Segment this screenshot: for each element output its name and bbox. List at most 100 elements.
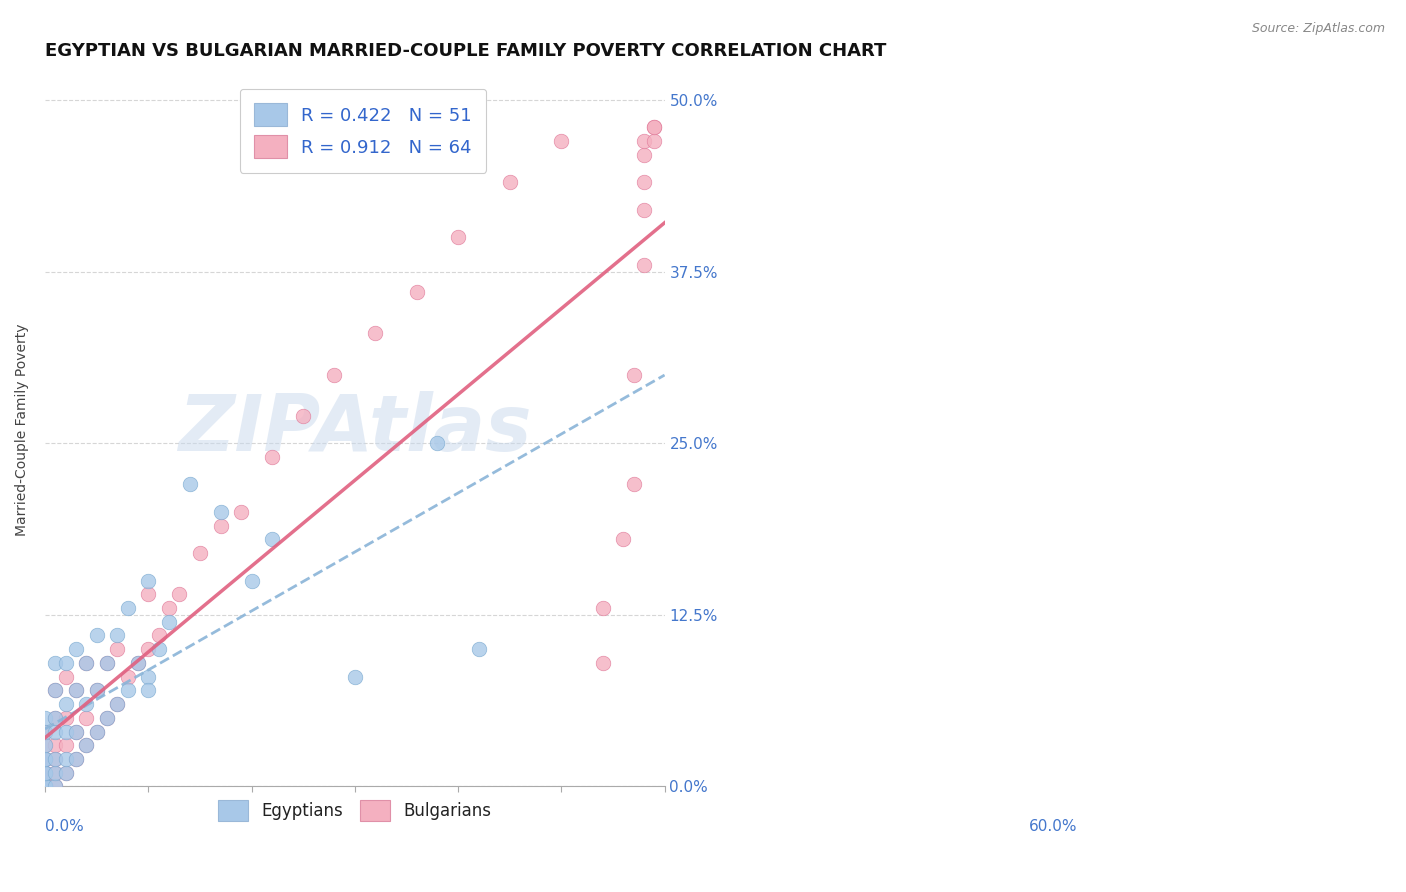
Point xyxy=(364,326,387,341)
Point xyxy=(75,656,97,670)
Point xyxy=(34,752,56,766)
Point xyxy=(75,697,97,711)
Point xyxy=(167,587,190,601)
Point xyxy=(633,175,655,189)
Point xyxy=(405,285,427,300)
Point xyxy=(467,642,489,657)
Point xyxy=(44,724,66,739)
Point xyxy=(55,697,77,711)
Point xyxy=(44,711,66,725)
Point xyxy=(34,780,56,794)
Point xyxy=(633,202,655,217)
Point xyxy=(34,752,56,766)
Point xyxy=(34,765,56,780)
Point xyxy=(34,765,56,780)
Point xyxy=(292,409,315,423)
Point xyxy=(55,656,77,670)
Point xyxy=(34,765,56,780)
Point xyxy=(34,752,56,766)
Point xyxy=(447,230,470,244)
Point xyxy=(343,670,366,684)
Point xyxy=(612,533,634,547)
Point xyxy=(34,739,56,753)
Point xyxy=(127,656,149,670)
Point xyxy=(643,134,665,148)
Point xyxy=(86,724,108,739)
Point xyxy=(65,683,87,698)
Point xyxy=(592,656,614,670)
Point xyxy=(96,711,118,725)
Point xyxy=(262,450,284,464)
Point xyxy=(633,148,655,162)
Point xyxy=(44,765,66,780)
Point xyxy=(75,739,97,753)
Point xyxy=(96,656,118,670)
Point xyxy=(34,780,56,794)
Point xyxy=(262,533,284,547)
Point xyxy=(44,752,66,766)
Point xyxy=(96,656,118,670)
Point xyxy=(65,752,87,766)
Point xyxy=(55,765,77,780)
Point xyxy=(643,120,665,135)
Text: Source: ZipAtlas.com: Source: ZipAtlas.com xyxy=(1251,22,1385,36)
Point xyxy=(136,587,159,601)
Point xyxy=(117,683,139,698)
Point xyxy=(44,656,66,670)
Point xyxy=(34,765,56,780)
Point xyxy=(498,175,520,189)
Point xyxy=(179,477,201,491)
Point xyxy=(231,505,253,519)
Point xyxy=(550,134,572,148)
Point xyxy=(86,683,108,698)
Point xyxy=(55,724,77,739)
Point xyxy=(75,656,97,670)
Point xyxy=(86,628,108,642)
Point xyxy=(65,724,87,739)
Point xyxy=(105,642,128,657)
Point xyxy=(105,697,128,711)
Point xyxy=(136,642,159,657)
Point xyxy=(34,724,56,739)
Point xyxy=(44,780,66,794)
Point xyxy=(34,765,56,780)
Point xyxy=(44,683,66,698)
Point xyxy=(55,752,77,766)
Point xyxy=(34,780,56,794)
Point xyxy=(96,711,118,725)
Y-axis label: Married-Couple Family Poverty: Married-Couple Family Poverty xyxy=(15,323,30,536)
Point xyxy=(55,765,77,780)
Point xyxy=(633,258,655,272)
Point xyxy=(157,601,180,615)
Point xyxy=(44,739,66,753)
Point xyxy=(65,724,87,739)
Point xyxy=(65,683,87,698)
Point xyxy=(44,765,66,780)
Point xyxy=(34,780,56,794)
Text: 0.0%: 0.0% xyxy=(45,819,84,834)
Point xyxy=(44,780,66,794)
Point xyxy=(34,752,56,766)
Point xyxy=(148,628,170,642)
Point xyxy=(75,739,97,753)
Point xyxy=(623,368,645,382)
Text: ZIPAtlas: ZIPAtlas xyxy=(179,392,531,467)
Point xyxy=(136,670,159,684)
Point xyxy=(75,711,97,725)
Point xyxy=(34,780,56,794)
Point xyxy=(44,683,66,698)
Point xyxy=(105,697,128,711)
Point xyxy=(55,711,77,725)
Legend: Egyptians, Bulgarians: Egyptians, Bulgarians xyxy=(211,793,498,828)
Point xyxy=(34,724,56,739)
Point xyxy=(592,601,614,615)
Point xyxy=(44,752,66,766)
Point xyxy=(426,436,449,450)
Point xyxy=(86,683,108,698)
Point xyxy=(34,780,56,794)
Point xyxy=(209,505,232,519)
Text: EGYPTIAN VS BULGARIAN MARRIED-COUPLE FAMILY POVERTY CORRELATION CHART: EGYPTIAN VS BULGARIAN MARRIED-COUPLE FAM… xyxy=(45,42,886,60)
Point xyxy=(136,574,159,588)
Point xyxy=(209,518,232,533)
Point xyxy=(65,642,87,657)
